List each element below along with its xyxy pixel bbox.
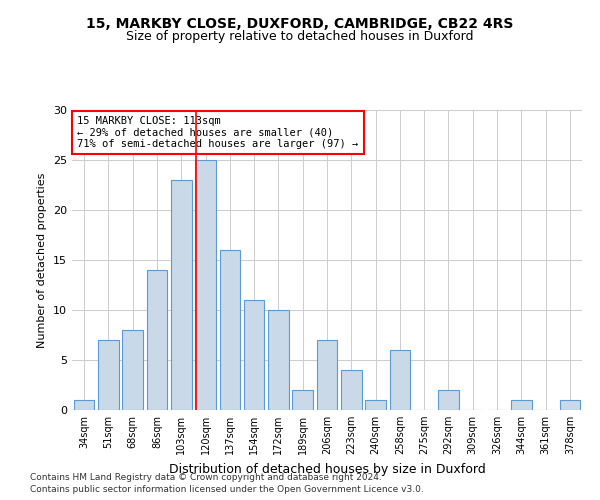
- Text: Contains HM Land Registry data © Crown copyright and database right 2024.: Contains HM Land Registry data © Crown c…: [30, 472, 382, 482]
- Bar: [438, 390, 459, 410]
- Bar: [171, 180, 191, 410]
- Text: Contains public sector information licensed under the Open Government Licence v3: Contains public sector information licen…: [30, 485, 424, 494]
- Bar: [511, 400, 532, 410]
- Bar: [389, 350, 410, 410]
- Text: Size of property relative to detached houses in Duxford: Size of property relative to detached ho…: [126, 30, 474, 43]
- Bar: [341, 370, 362, 410]
- Bar: [560, 400, 580, 410]
- Bar: [317, 340, 337, 410]
- X-axis label: Distribution of detached houses by size in Duxford: Distribution of detached houses by size …: [169, 462, 485, 475]
- Text: 15 MARKBY CLOSE: 113sqm
← 29% of detached houses are smaller (40)
71% of semi-de: 15 MARKBY CLOSE: 113sqm ← 29% of detache…: [77, 116, 358, 149]
- Bar: [220, 250, 240, 410]
- Bar: [74, 400, 94, 410]
- Text: 15, MARKBY CLOSE, DUXFORD, CAMBRIDGE, CB22 4RS: 15, MARKBY CLOSE, DUXFORD, CAMBRIDGE, CB…: [86, 18, 514, 32]
- Bar: [244, 300, 265, 410]
- Bar: [365, 400, 386, 410]
- Bar: [146, 270, 167, 410]
- Bar: [268, 310, 289, 410]
- Bar: [292, 390, 313, 410]
- Bar: [122, 330, 143, 410]
- Bar: [98, 340, 119, 410]
- Y-axis label: Number of detached properties: Number of detached properties: [37, 172, 47, 348]
- Bar: [195, 160, 216, 410]
